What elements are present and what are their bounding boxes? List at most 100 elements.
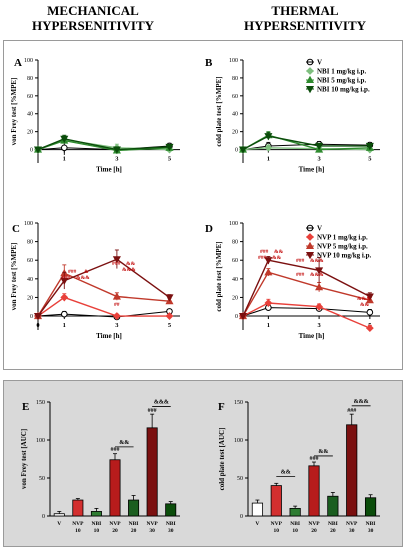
y-tick-label-B-40: 40 <box>232 112 238 118</box>
y-axis-label-F: cold plate test [AUC] <box>218 428 226 491</box>
annotation-D-2: ### <box>258 255 267 261</box>
bar-F-5 <box>346 424 358 517</box>
panel-letter-D: D <box>205 223 213 235</box>
y-tick-label-D-80: 80 <box>232 240 238 246</box>
x-axis-label-B: Time [h] <box>299 166 325 174</box>
series-line-D-1 <box>242 302 371 329</box>
data-point-C-1-3 <box>165 312 174 320</box>
data-point-D-1-3 <box>365 324 374 333</box>
y-tick-label-F-150: 150 <box>234 400 243 406</box>
y-tick-label-B-100: 100 <box>229 58 238 64</box>
bar-label-dose-F-6: 30 <box>368 528 374 534</box>
y-tick-label-C-20: 20 <box>27 295 33 301</box>
y-tick-label-C-0: 0 <box>30 314 33 320</box>
y-axis-label-A: von Frey test [%MPE] <box>10 78 18 146</box>
data-point-B-3-2 <box>315 142 324 151</box>
bar-label-dose-E-3: 20 <box>112 528 118 534</box>
annotation-C-2: ### <box>62 275 71 281</box>
bar-F-2 <box>289 507 301 517</box>
x-tick-label-C-1: 1 <box>63 322 66 329</box>
panel-letter-B: B <box>205 57 213 69</box>
bar-label-E-4: NBI <box>129 521 139 527</box>
bar-E-5 <box>146 427 158 517</box>
series-line-A-3 <box>37 138 170 151</box>
bar-E-4 <box>128 499 140 517</box>
data-point-D-3-3 <box>365 293 374 301</box>
bar-label-F-0: V <box>255 521 259 527</box>
annotation-C-7: &&& <box>122 267 136 273</box>
x-tick-label-C-5: 5 <box>168 322 172 329</box>
y-tick-label-D-40: 40 <box>232 277 238 283</box>
x-tick-label-C-0: 0 <box>36 322 39 329</box>
bar-label-E-5: NVP <box>146 521 158 527</box>
y-tick-label-B-0: 0 <box>235 148 238 154</box>
bar-E-6 <box>165 503 177 517</box>
x-axis-label-D: Time [h] <box>299 332 325 340</box>
bar-label-E-1: NVP <box>72 521 84 527</box>
annotation-C-6: && <box>126 261 136 267</box>
x-tick-label-D-3: 3 <box>317 322 321 329</box>
annotation-D-8: &&& <box>357 296 371 302</box>
y-axis-label-C: von Frey test [%MPE] <box>10 243 18 311</box>
annotation-C-3: &&& <box>76 275 90 281</box>
data-point-D-3-1 <box>264 257 273 265</box>
data-point-C-1-1 <box>60 293 69 302</box>
bracket-label-E-0: && <box>119 440 129 446</box>
data-point-A-3-3 <box>165 143 174 152</box>
bar-E-2 <box>90 511 102 517</box>
bar-label-E-6: NBI <box>166 521 176 527</box>
y-tick-label-A-80: 80 <box>27 76 33 82</box>
y-tick-label-B-60: 60 <box>232 94 238 100</box>
y-tick-label-F-50: 50 <box>237 476 243 482</box>
bar-F-1 <box>270 485 282 517</box>
x-tick-label-A-5: 5 <box>168 156 172 163</box>
data-point-D-2-2 <box>315 282 324 291</box>
data-point-C-0-1 <box>60 310 68 318</box>
annotation-D-3: && <box>272 255 282 261</box>
bar-label-dose-F-1: 10 <box>274 528 280 534</box>
data-point-C-1-2 <box>112 312 121 320</box>
data-point-C-3-0 <box>33 312 43 321</box>
annotation-C-4: ## <box>114 302 120 308</box>
annotation-D-9: && <box>360 302 370 308</box>
data-point-B-3-3 <box>365 142 374 151</box>
x-tick-label-B-1: 1 <box>267 156 270 163</box>
thermal-title-line1: THERMAL <box>271 3 339 18</box>
annotation-D-6: ### <box>296 258 305 264</box>
data-point-A-0-1 <box>60 144 68 152</box>
bar-label-dose-E-4: 20 <box>131 528 137 534</box>
legend-label-D-2: NVP 5 mg/kg i.p. <box>317 243 368 251</box>
bar-label-dose-E-5: 30 <box>149 528 155 534</box>
y-tick-label-F-0: 0 <box>240 514 243 520</box>
data-point-A-3-1 <box>60 135 69 144</box>
bar-label-dose-E-2: 10 <box>94 528 100 534</box>
sig-label-F-0: ### <box>310 456 319 462</box>
bar-label-F-3: NVP <box>308 521 320 527</box>
series-line-D-0 <box>242 307 370 317</box>
annotation-C-0: ### <box>68 269 77 275</box>
x-tick-label-B-3: 3 <box>317 156 321 163</box>
thermal-title-line2: HYPERSENITIVITY <box>243 18 367 33</box>
x-tick-label-C-3: 3 <box>115 322 119 329</box>
data-point-D-0-3 <box>366 309 374 316</box>
annotation-D-1: && <box>274 249 284 255</box>
y-tick-label-A-100: 100 <box>24 58 33 64</box>
bar-label-E-2: NBI <box>92 521 102 527</box>
sig-label-F-1: ### <box>347 408 356 414</box>
data-point-C-2-2 <box>112 292 121 300</box>
data-point-B-1-1 <box>264 143 273 152</box>
legend-label-A-0: V <box>317 59 322 67</box>
y-tick-label-E-150: 150 <box>36 400 45 406</box>
bracket-label-E-1: &&& <box>154 400 169 406</box>
y-tick-label-A-40: 40 <box>27 112 33 118</box>
series-line-C-2 <box>37 272 170 317</box>
annotation-D-0: ### <box>260 249 269 255</box>
annotation-D-7: &&& <box>310 258 324 264</box>
x-tick-label-B-5: 5 <box>368 156 372 163</box>
bracket-label-F-2: &&& <box>354 399 369 405</box>
data-point-D-1-2 <box>315 302 324 311</box>
y-axis-label-D: cold plate test [%MPE] <box>215 241 223 311</box>
y-axis-label-B: cold plate test [%MPE] <box>215 76 223 146</box>
